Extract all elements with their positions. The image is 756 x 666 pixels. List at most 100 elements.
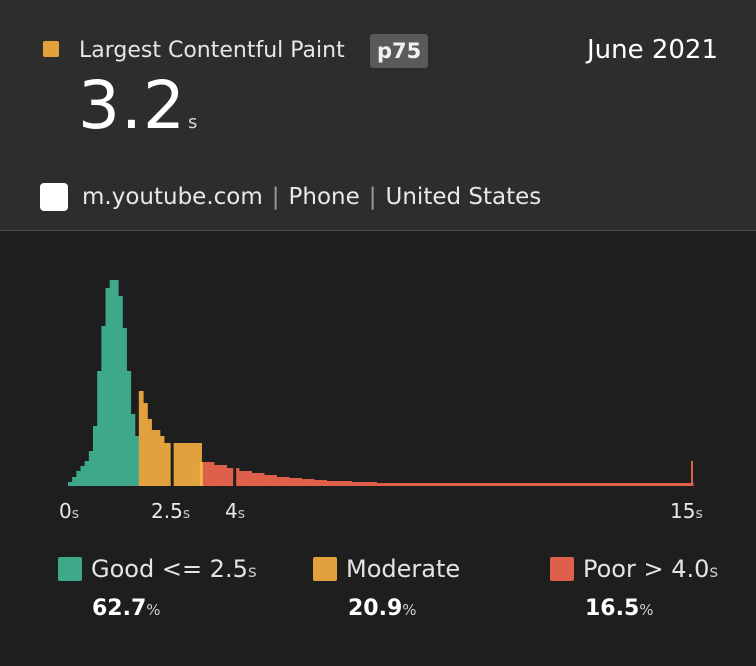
histogram-bar-moderate <box>156 430 161 486</box>
histogram-bar-moderate <box>151 430 156 486</box>
histogram-bar-poor <box>314 480 319 486</box>
histogram-bar-good <box>122 328 127 486</box>
histogram-bar-poor <box>685 483 690 486</box>
histogram-bar-good <box>126 371 131 486</box>
country-label: United States <box>386 184 542 210</box>
histogram-bar-poor <box>268 475 273 486</box>
poor-threshold-gap <box>233 231 236 486</box>
percent-sign: % <box>146 601 160 619</box>
histogram-bar-poor <box>639 483 644 486</box>
tick-label-4: 4s <box>225 497 245 528</box>
histogram-bar-poor <box>347 481 352 486</box>
histogram-bar-poor <box>676 483 681 486</box>
histogram-bar-poor <box>589 483 594 486</box>
histogram-bar-poor <box>668 483 673 486</box>
histogram-bar-good <box>131 414 136 486</box>
histogram-bar-poor <box>622 483 627 486</box>
tick-label-15-value: 15 <box>670 499 695 523</box>
histogram-bar-poor <box>464 483 469 486</box>
histogram-bar-poor <box>593 483 598 486</box>
histogram-bar-poor <box>426 483 431 486</box>
histogram-bar-poor <box>272 475 277 486</box>
tick-label-2-5-value: 2.5 <box>151 499 183 523</box>
separator: | <box>360 184 386 210</box>
histogram-bar-poor <box>451 483 456 486</box>
histogram-bar-poor <box>681 483 686 486</box>
histogram-bar-poor <box>326 481 331 486</box>
histogram-bar-poor <box>281 477 286 486</box>
legend-good-label: Good <= 2.5s <box>91 553 257 588</box>
legend-good-percent-value: 62.7 <box>92 596 146 621</box>
good-threshold-gap <box>171 231 174 486</box>
histogram-bar-poor <box>422 483 427 486</box>
histogram-bar-poor <box>393 483 398 486</box>
histogram-bar-poor <box>647 483 652 486</box>
metric-name: Largest Contentful Paint <box>79 36 345 66</box>
histogram-bar-poor <box>343 481 348 486</box>
device-label: Phone <box>289 184 360 210</box>
histogram-bar-good <box>135 436 140 486</box>
histogram-bar-poor <box>414 483 419 486</box>
histogram-bar-poor <box>518 483 523 486</box>
histogram-bar-poor <box>631 483 636 486</box>
histogram-bar-poor <box>239 471 244 486</box>
tick-label-0: 0s <box>59 497 79 528</box>
histogram-bar-poor <box>664 483 669 486</box>
histogram-bar-moderate <box>147 419 152 486</box>
histogram-bar-poor <box>476 483 481 486</box>
histogram-bar-good <box>85 461 90 486</box>
histogram-bar-poor <box>651 483 656 486</box>
histogram-bar-poor <box>397 483 402 486</box>
histogram-bar-poor <box>556 483 561 486</box>
histogram-bar-poor <box>243 471 248 486</box>
histogram-bar-poor <box>376 483 381 486</box>
histogram-bar-poor <box>460 483 465 486</box>
histogram-bar-poor <box>660 483 665 486</box>
histogram-bar-poor <box>356 482 361 486</box>
histogram-bar-poor <box>260 473 265 486</box>
histogram-bar-moderate <box>193 443 198 486</box>
histogram-bar-poor <box>210 462 215 486</box>
tick-label-4-value: 4 <box>225 499 238 523</box>
histogram-bar-poor <box>514 483 519 486</box>
histogram-bar-poor <box>551 483 556 486</box>
histogram-bar-poor <box>581 483 586 486</box>
legend-moderate-percent: 20.9% <box>348 595 417 624</box>
histogram-bar-poor <box>610 483 615 486</box>
histogram-bar-poor <box>481 483 486 486</box>
histogram-bar-poor <box>564 483 569 486</box>
histogram-bar-poor <box>435 483 440 486</box>
histogram-bar-moderate <box>160 436 165 486</box>
histogram-bar-poor <box>256 473 261 486</box>
histogram-bar-moderate <box>189 443 194 486</box>
tick-unit: s <box>238 506 245 522</box>
histogram-overflow-bar <box>691 461 693 486</box>
percent-sign: % <box>402 601 416 619</box>
metric-card-header: Largest Contentful Paint p75 June 2021 3… <box>0 0 756 231</box>
histogram-bar-poor <box>643 483 648 486</box>
legend-poor-unit: s <box>709 562 718 582</box>
histogram-bar-poor <box>406 483 411 486</box>
legend-good-text: Good <= 2.5 <box>91 555 248 583</box>
histogram-bar-moderate <box>176 443 181 486</box>
histogram-bar-good <box>110 280 115 486</box>
legend-good-unit: s <box>248 562 257 582</box>
lcp-histogram <box>0 231 756 493</box>
histogram-bar-poor <box>372 482 377 486</box>
tick-label-15: 15s <box>670 497 703 528</box>
histogram-bar-poor <box>522 483 527 486</box>
tick-unit: s <box>695 506 702 522</box>
histogram-bar-poor <box>293 478 298 486</box>
histogram-bar-poor <box>301 479 306 486</box>
tick-label-0-value: 0 <box>59 499 72 523</box>
histogram-bar-poor <box>472 483 477 486</box>
histogram-bar-poor <box>206 462 211 486</box>
histogram-bar-poor <box>614 483 619 486</box>
histogram-bar-good <box>97 371 102 486</box>
histogram-bar-poor <box>289 478 294 486</box>
histogram-bar-good <box>89 451 94 486</box>
origin-checkbox[interactable] <box>40 183 68 211</box>
histogram-bar-poor <box>401 483 406 486</box>
histogram-bar-poor <box>306 479 311 486</box>
histogram-bar-poor <box>576 483 581 486</box>
